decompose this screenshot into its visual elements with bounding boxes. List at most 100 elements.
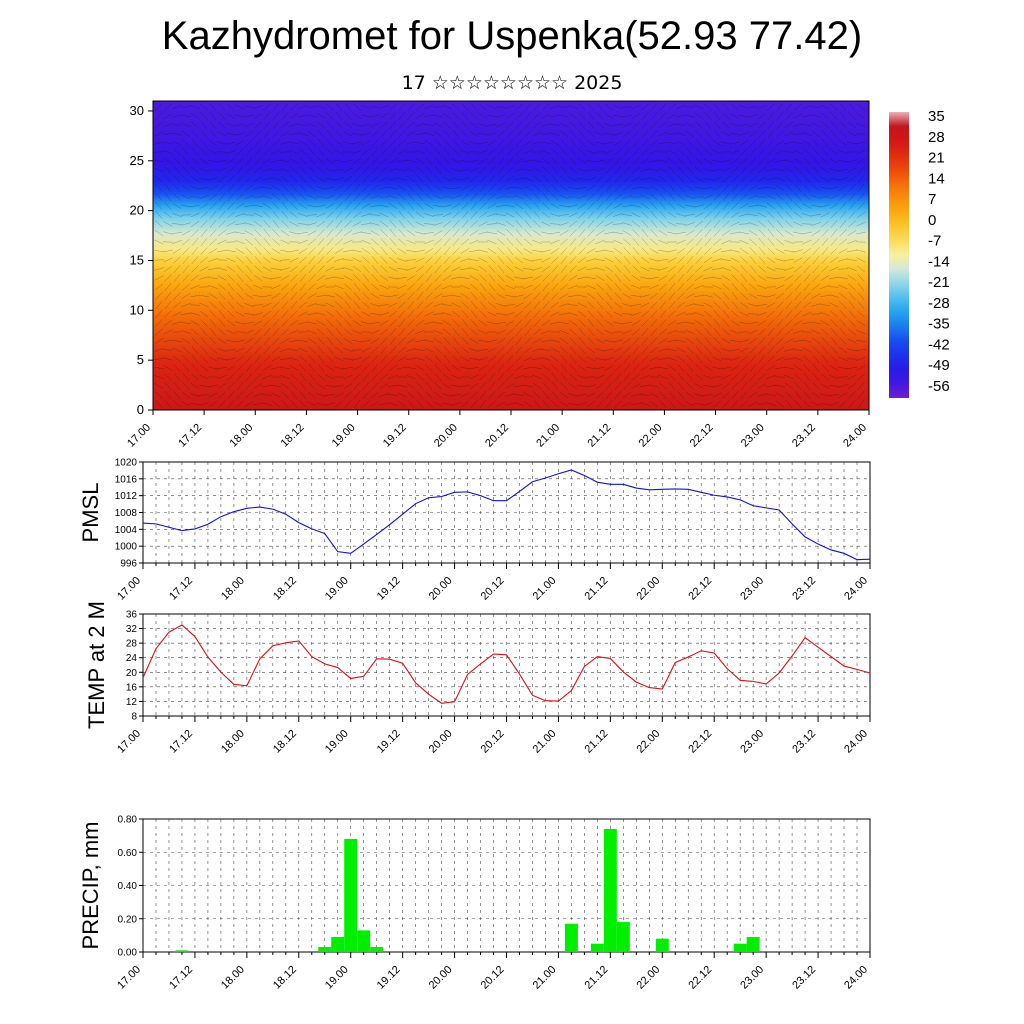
precip-x-tick-label: 19.12 bbox=[375, 964, 403, 992]
pmsl-x-tick-label: 21.00 bbox=[531, 575, 559, 603]
precip-y-tick-label: 0.40 bbox=[118, 881, 138, 892]
precip-x-tick-label: 23.12 bbox=[790, 964, 818, 992]
pmsl-x-tick-label: 19.00 bbox=[323, 575, 351, 603]
heatmap-field bbox=[153, 101, 869, 410]
heatmap-y-tick-label: 0 bbox=[137, 402, 144, 417]
heatmap-x-tick-label: 18.12 bbox=[279, 422, 307, 450]
temp-y-label: TEMP at 2 M bbox=[84, 601, 109, 729]
temp-grid bbox=[142, 613, 871, 717]
colorbar-tick-label: 35 bbox=[928, 108, 945, 125]
temp-x-tick-label: 22.00 bbox=[634, 728, 662, 756]
wind-barbs bbox=[153, 102, 867, 409]
precip-bar bbox=[616, 922, 630, 952]
precip-bar bbox=[746, 937, 760, 952]
colorbar-tick-label: -28 bbox=[928, 295, 950, 312]
precip-bar bbox=[175, 950, 189, 952]
heatmap-y-tick-label: 30 bbox=[130, 103, 144, 118]
heatmap-x-tick-label: 21.12 bbox=[585, 422, 613, 450]
precip-x-tick-label: 20.12 bbox=[479, 964, 507, 992]
heatmap-x-tick-label: 20.00 bbox=[432, 422, 460, 450]
temp-x-tick-label: 24.00 bbox=[842, 728, 870, 756]
precip-x-tick-label: 17.00 bbox=[115, 964, 143, 992]
precip-bar bbox=[331, 937, 345, 952]
chart-subtitle: 17 ☆☆☆☆☆☆☆☆ 2025 bbox=[401, 72, 623, 94]
precip-bar bbox=[590, 943, 604, 952]
precip-x-tick-label: 23.00 bbox=[738, 964, 766, 992]
colorbar-tick-label: -35 bbox=[928, 316, 950, 333]
temp-x-tick-label: 17.12 bbox=[167, 728, 195, 756]
temp-x-tick-label: 20.00 bbox=[427, 728, 455, 756]
precip-y-label: PRECIP, mm bbox=[78, 822, 103, 950]
temp-x-tick-label: 17.00 bbox=[115, 728, 143, 756]
heatmap-x-tick-label: 19.00 bbox=[330, 422, 358, 450]
pmsl-x-tick-label: 18.00 bbox=[219, 575, 247, 603]
heatmap-x-tick-label: 22.12 bbox=[688, 422, 716, 450]
pmsl-x-tick-label: 17.00 bbox=[115, 575, 143, 603]
precip-bar bbox=[733, 943, 747, 952]
heatmap-y-tick-label: 20 bbox=[130, 203, 144, 218]
precip-x-tick-label: 21.12 bbox=[583, 964, 611, 992]
temp-x-tick-label: 23.12 bbox=[790, 728, 818, 756]
heatmap-x-tick-label: 23.12 bbox=[790, 422, 818, 450]
temp-y-tick-label: 8 bbox=[131, 712, 137, 723]
precip-grid bbox=[142, 818, 871, 953]
pmsl-x-tick-label: 23.00 bbox=[738, 575, 766, 603]
pmsl-x-tick-label: 18.12 bbox=[271, 575, 299, 603]
heatmap-x-tick-label: 17.12 bbox=[176, 422, 204, 450]
temp-x-tick-label: 21.12 bbox=[583, 728, 611, 756]
heatmap-x-tick-label: 19.12 bbox=[381, 422, 409, 450]
colorbar-tick-label: 0 bbox=[928, 212, 936, 229]
temp-series-line bbox=[142, 624, 871, 704]
pmsl-x-tick-label: 24.00 bbox=[842, 575, 870, 603]
precip-x-tick-label: 21.00 bbox=[531, 964, 559, 992]
pmsl-y-label: PMSL bbox=[78, 483, 103, 543]
pmsl-x-tick-label: 20.00 bbox=[427, 575, 455, 603]
colorbar-tick-label: -49 bbox=[928, 357, 950, 374]
precip-y-tick-label: 0.00 bbox=[118, 948, 138, 959]
temp-x-tick-label: 22.12 bbox=[686, 728, 714, 756]
pmsl-series-line bbox=[142, 469, 871, 561]
precip-x-tick-label: 19.00 bbox=[323, 964, 351, 992]
colorbar bbox=[889, 112, 909, 398]
colorbar-tick-label: -14 bbox=[928, 253, 950, 270]
precip-bar bbox=[344, 838, 358, 952]
pmsl-y-tick-label: 1016 bbox=[115, 474, 138, 485]
temp-x-tick-label: 21.00 bbox=[531, 728, 559, 756]
precip-bar bbox=[564, 923, 578, 952]
pmsl-x-tick-label: 17.12 bbox=[167, 575, 195, 603]
precip-x-tick-label: 18.00 bbox=[219, 964, 247, 992]
precip-bar bbox=[357, 930, 371, 952]
colorbar-tick-label: -7 bbox=[928, 233, 941, 250]
temp-x-tick-label: 18.00 bbox=[219, 728, 247, 756]
pmsl-x-tick-label: 23.12 bbox=[790, 575, 818, 603]
temp-x-tick-label: 19.00 bbox=[323, 728, 351, 756]
precip-x-tick-label: 18.12 bbox=[271, 964, 299, 992]
temp-y-tick-label: 24 bbox=[126, 653, 138, 664]
heatmap-x-tick-label: 18.00 bbox=[227, 422, 255, 450]
heatmap-y-tick-label: 5 bbox=[137, 352, 144, 367]
colorbar-tick-label: -56 bbox=[928, 378, 950, 395]
temp-x-tick-label: 20.12 bbox=[479, 728, 507, 756]
colorbar-tick-label: 7 bbox=[928, 191, 936, 208]
precip-x-tick-label: 22.00 bbox=[634, 964, 662, 992]
heatmap-y-tick-label: 10 bbox=[130, 302, 144, 317]
pmsl-x-tick-label: 21.12 bbox=[583, 575, 611, 603]
temp-y-tick-label: 28 bbox=[126, 639, 138, 650]
precip-x-tick-label: 22.12 bbox=[686, 964, 714, 992]
heatmap-x-tick-label: 20.12 bbox=[483, 422, 511, 450]
pmsl-x-tick-label: 22.00 bbox=[634, 575, 662, 603]
precip-bar bbox=[370, 947, 384, 952]
heatmap-x-tick-label: 24.00 bbox=[841, 422, 869, 450]
colorbar-tick-label: -21 bbox=[928, 274, 950, 291]
heatmap-x-tick-label: 21.00 bbox=[534, 422, 562, 450]
heatmap-x-tick-label: 22.00 bbox=[637, 422, 665, 450]
heatmap-y-tick-label: 15 bbox=[130, 252, 144, 267]
temp-y-tick-label: 36 bbox=[126, 610, 138, 621]
precip-bar bbox=[655, 938, 669, 952]
temp-x-tick-label: 18.12 bbox=[271, 728, 299, 756]
pmsl-y-tick-label: 996 bbox=[120, 559, 137, 570]
heatmap-x-tick-label: 17.00 bbox=[125, 422, 153, 450]
temp-y-tick-label: 20 bbox=[126, 668, 138, 679]
pmsl-y-tick-label: 1004 bbox=[115, 525, 138, 536]
